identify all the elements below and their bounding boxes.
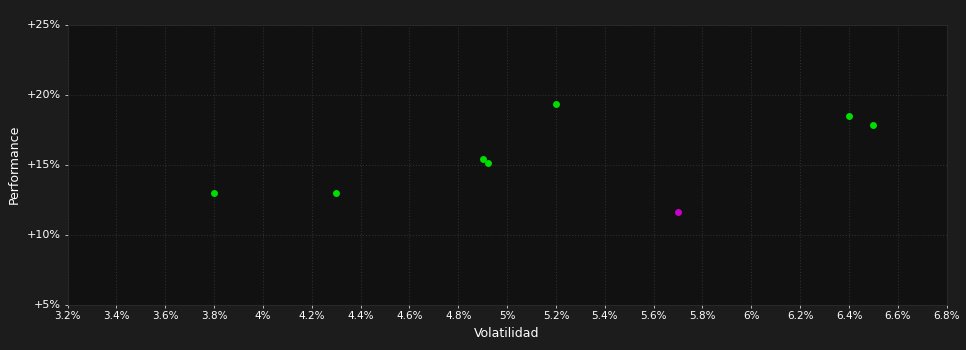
- Point: [670, 209, 686, 215]
- Point: [841, 113, 857, 118]
- Point: [866, 122, 881, 128]
- Point: [480, 160, 496, 166]
- X-axis label: Volatilidad: Volatilidad: [474, 327, 540, 340]
- Point: [207, 190, 222, 195]
- Point: [475, 156, 491, 162]
- Y-axis label: Performance: Performance: [8, 125, 21, 204]
- Point: [549, 102, 564, 107]
- Point: [328, 190, 344, 195]
